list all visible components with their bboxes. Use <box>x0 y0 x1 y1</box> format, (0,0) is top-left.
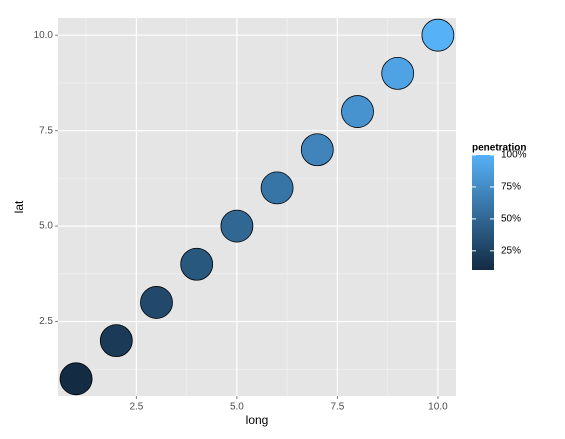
point <box>220 209 254 243</box>
point <box>260 171 294 205</box>
legend-title: penetration <box>472 143 526 154</box>
y-axis-title: lat <box>12 200 26 213</box>
legend-tick-label: 25% <box>501 245 521 256</box>
x-axis-title: long <box>246 413 269 427</box>
point <box>180 247 214 281</box>
point <box>421 18 455 52</box>
x-tick-label: 7.5 <box>330 402 344 413</box>
point <box>341 95 374 128</box>
point <box>300 133 334 167</box>
y-tick-label: 5.0 <box>39 221 53 232</box>
point <box>381 56 415 90</box>
y-tick-label: 7.5 <box>39 125 53 136</box>
y-tick-label: 10.0 <box>34 30 54 41</box>
point <box>99 324 133 358</box>
legend-tick-label: 100% <box>501 150 527 161</box>
legend-colorbar <box>472 155 494 270</box>
x-tick-label: 2.5 <box>129 402 143 413</box>
legend-tick-label: 75% <box>501 182 521 193</box>
x-tick-label: 5.0 <box>230 402 244 413</box>
legend-tick-label: 50% <box>501 214 521 225</box>
x-tick-label: 10.0 <box>428 402 448 413</box>
point <box>140 286 173 319</box>
point <box>59 362 93 396</box>
y-tick-label: 2.5 <box>39 316 53 327</box>
